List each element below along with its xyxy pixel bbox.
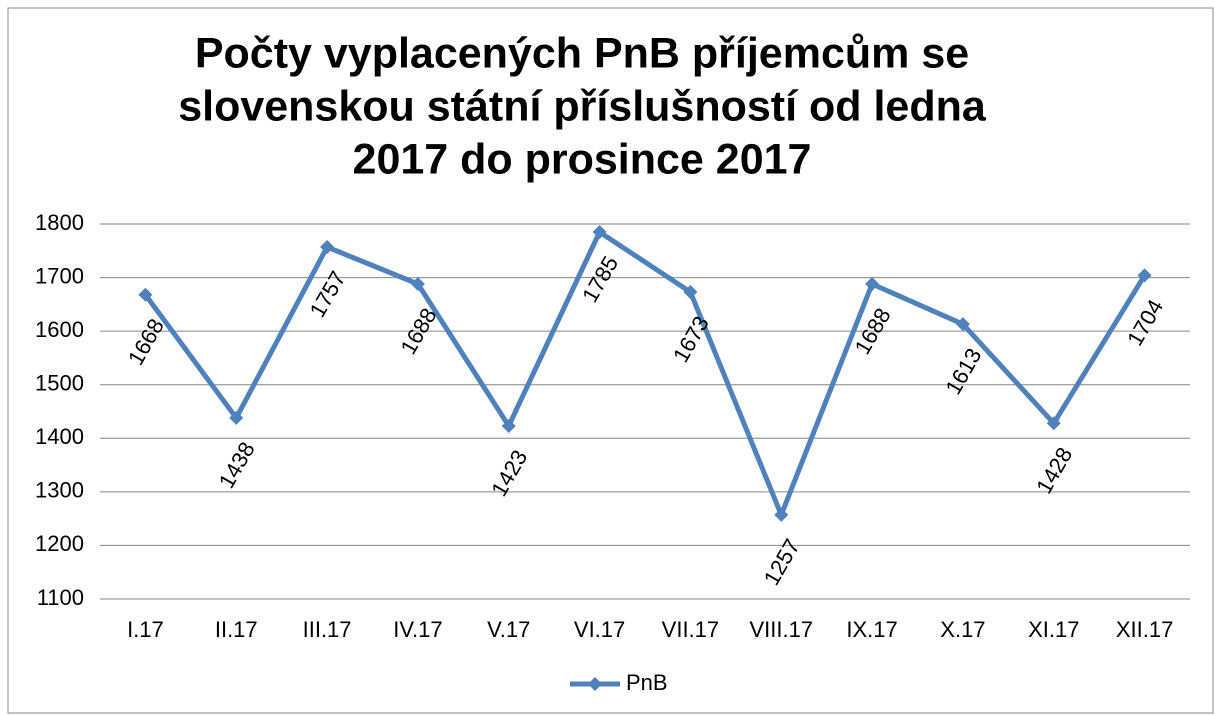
x-tick-label: VIII.17 — [749, 617, 813, 642]
chart-title: slovenskou státní příslušností od ledna — [178, 82, 987, 130]
y-tick-label: 1500 — [35, 371, 84, 396]
x-tick-label: VII.17 — [662, 617, 719, 642]
x-tick-label: III.17 — [303, 617, 352, 642]
y-tick-label: 1400 — [35, 424, 84, 449]
y-tick-label: 1200 — [35, 531, 84, 556]
data-point — [138, 287, 153, 302]
data-point — [320, 240, 335, 255]
x-tick-label: XI.17 — [1028, 617, 1079, 642]
chart-title: Počty vyplacených PnB příjemcům se — [195, 29, 969, 77]
x-tick-label: XII.17 — [1116, 617, 1173, 642]
x-tick-label: IX.17 — [846, 617, 897, 642]
x-tick-label: X.17 — [940, 617, 985, 642]
y-tick-label: 1300 — [35, 478, 84, 503]
x-tick-label: I.17 — [127, 617, 164, 642]
data-point — [865, 277, 880, 291]
y-tick-label: 1100 — [37, 585, 84, 610]
data-point — [410, 277, 425, 291]
data-point — [501, 418, 516, 433]
data-point — [592, 225, 607, 240]
series-line — [143, 229, 1147, 518]
x-tick-label: II.17 — [215, 617, 258, 642]
legend-label: PnB — [626, 670, 668, 695]
data-point — [1137, 268, 1152, 283]
x-tick-label: VI.17 — [574, 617, 625, 642]
chart-title: 2017 do prosince 2017 — [353, 135, 812, 183]
y-tick-label: 1800 — [35, 210, 84, 235]
x-tick-label: IV.17 — [393, 617, 442, 642]
data-point — [774, 507, 789, 522]
y-tick-label: 1700 — [35, 263, 84, 288]
data-point — [683, 285, 698, 300]
data-point — [1046, 416, 1061, 431]
data-point — [955, 317, 970, 332]
data-point — [229, 410, 244, 425]
chart-border — [7, 7, 1214, 714]
x-tick-label: V.17 — [487, 617, 530, 642]
y-tick-label: 1600 — [35, 317, 84, 342]
legend-marker — [588, 677, 602, 691]
